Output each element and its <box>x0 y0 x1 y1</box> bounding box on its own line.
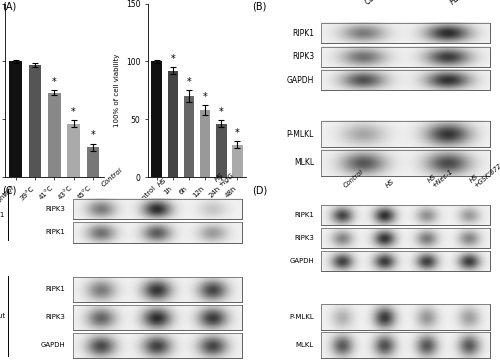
Text: GAPDH: GAPDH <box>286 76 314 85</box>
Text: RIPK3: RIPK3 <box>46 206 66 212</box>
Bar <box>321 305 490 330</box>
Text: HS: HS <box>157 177 168 188</box>
Bar <box>72 222 241 242</box>
Bar <box>321 333 490 358</box>
Bar <box>48 93 60 177</box>
Bar <box>86 147 99 177</box>
Text: GAPDH: GAPDH <box>40 342 66 348</box>
Bar <box>321 23 490 43</box>
Text: MLKL: MLKL <box>296 342 314 348</box>
Text: RIPK3: RIPK3 <box>294 235 314 241</box>
Text: (C): (C) <box>2 185 17 195</box>
Bar <box>321 205 490 225</box>
Text: Control: Control <box>364 0 390 7</box>
Bar <box>68 124 80 177</box>
Text: RIPK3: RIPK3 <box>292 52 314 61</box>
Text: HS: HS <box>384 178 396 189</box>
Bar <box>321 121 490 147</box>
Text: IP:RIPK1: IP:RIPK1 <box>0 212 5 218</box>
Bar <box>28 65 41 177</box>
Text: RIPK3: RIPK3 <box>46 314 66 320</box>
Bar <box>72 199 241 219</box>
X-axis label: time after HS at 43°C: time after HS at 43°C <box>160 212 234 219</box>
Text: *: * <box>219 107 224 117</box>
Bar <box>72 305 241 330</box>
Text: HS: HS <box>448 0 462 7</box>
Text: RIPK1: RIPK1 <box>46 229 66 235</box>
Text: HS
+Nec-1: HS +Nec-1 <box>427 163 454 189</box>
Bar <box>321 121 490 147</box>
Text: HS
+GSK'872: HS +GSK'872 <box>469 157 500 189</box>
Bar <box>321 47 490 67</box>
Bar <box>152 61 162 177</box>
Text: (B): (B) <box>252 2 267 12</box>
Text: *: * <box>186 77 192 87</box>
Bar <box>321 23 490 43</box>
Text: (A): (A) <box>2 2 17 12</box>
Bar <box>321 228 490 248</box>
Text: *: * <box>52 77 56 87</box>
Bar <box>321 305 490 330</box>
Text: *: * <box>170 54 175 64</box>
Bar <box>321 205 490 225</box>
Text: *: * <box>90 130 96 140</box>
Bar <box>321 70 490 90</box>
Text: *: * <box>235 128 240 138</box>
Bar <box>72 305 241 330</box>
Text: Control: Control <box>100 167 124 188</box>
Bar <box>232 145 242 177</box>
Bar <box>72 222 241 242</box>
Bar <box>10 61 22 177</box>
Bar <box>321 251 490 271</box>
Text: MLKL: MLKL <box>294 158 314 167</box>
Bar <box>216 124 226 177</box>
Bar <box>321 70 490 90</box>
Y-axis label: 100% of cell viability: 100% of cell viability <box>114 54 120 127</box>
Bar <box>321 47 490 67</box>
Bar <box>168 71 178 177</box>
Bar <box>72 277 241 302</box>
Text: RIPK1: RIPK1 <box>294 212 314 218</box>
Bar <box>72 199 241 219</box>
Text: HS
+IgG: HS +IgG <box>214 166 236 188</box>
Text: P-MLKL: P-MLKL <box>289 314 314 320</box>
Bar <box>321 333 490 358</box>
Text: P-MLKL: P-MLKL <box>286 130 314 139</box>
Bar <box>321 251 490 271</box>
Bar <box>184 96 194 177</box>
Text: RIPK1: RIPK1 <box>46 286 66 292</box>
Bar <box>72 333 241 358</box>
Bar <box>321 150 490 176</box>
Text: Control: Control <box>342 168 364 189</box>
Text: (D): (D) <box>252 185 268 195</box>
Bar <box>321 150 490 176</box>
Text: *: * <box>71 107 76 117</box>
Bar <box>72 277 241 302</box>
Text: RIPK1: RIPK1 <box>292 29 314 38</box>
Text: *: * <box>203 92 207 102</box>
Text: GAPDH: GAPDH <box>289 258 314 264</box>
Text: Input: Input <box>0 313 5 319</box>
Bar <box>200 110 210 177</box>
Bar <box>72 333 241 358</box>
Bar <box>321 228 490 248</box>
